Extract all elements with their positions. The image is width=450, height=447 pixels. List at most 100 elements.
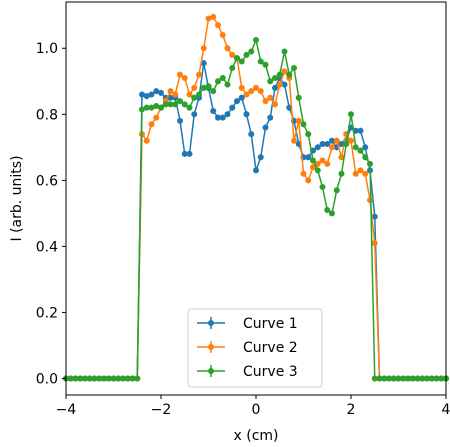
data-point bbox=[105, 375, 112, 382]
data-point bbox=[143, 104, 150, 111]
data-point bbox=[238, 58, 245, 65]
y-axis-label: I (arb. units) bbox=[9, 155, 25, 241]
data-point bbox=[129, 375, 136, 382]
legend: Curve 1 Curve 2 Curve 3 bbox=[187, 308, 323, 388]
data-point bbox=[395, 375, 402, 382]
data-point bbox=[210, 107, 217, 114]
data-point bbox=[253, 36, 259, 43]
data-point bbox=[72, 375, 79, 382]
data-point bbox=[238, 94, 245, 101]
data-point bbox=[329, 137, 335, 144]
data-point bbox=[215, 78, 221, 85]
data-point bbox=[234, 98, 240, 105]
data-point bbox=[295, 117, 302, 124]
data-point bbox=[324, 160, 331, 167]
data-point bbox=[257, 58, 264, 65]
data-point bbox=[177, 98, 183, 105]
y-tick-label: 1.0 bbox=[36, 41, 58, 57]
data-point bbox=[438, 375, 445, 382]
data-point bbox=[333, 187, 340, 194]
x-tick-label: −2 bbox=[151, 402, 172, 418]
data-point bbox=[400, 375, 407, 382]
data-point bbox=[414, 375, 421, 382]
legend-marker bbox=[208, 344, 214, 350]
data-point bbox=[172, 91, 179, 98]
data-point bbox=[91, 375, 98, 382]
data-point bbox=[143, 137, 150, 144]
data-point bbox=[243, 111, 250, 118]
data-point bbox=[276, 71, 283, 78]
data-point bbox=[357, 127, 364, 134]
legend-box bbox=[187, 308, 323, 388]
data-point bbox=[101, 375, 107, 382]
data-point bbox=[291, 65, 297, 72]
data-point bbox=[248, 88, 255, 95]
data-point bbox=[148, 104, 155, 111]
data-point bbox=[362, 154, 369, 161]
legend-label: Curve 3 bbox=[243, 364, 298, 380]
data-point bbox=[158, 104, 164, 111]
data-point bbox=[115, 375, 122, 382]
data-point bbox=[371, 375, 378, 382]
data-point bbox=[177, 117, 183, 124]
data-point bbox=[272, 84, 278, 91]
data-point bbox=[219, 32, 226, 39]
data-point bbox=[329, 144, 335, 151]
data-point bbox=[196, 71, 202, 78]
data-point bbox=[224, 81, 231, 88]
data-point bbox=[319, 141, 326, 148]
data-point bbox=[96, 375, 103, 382]
legend-marker bbox=[208, 320, 214, 326]
data-point bbox=[314, 167, 321, 174]
data-point bbox=[253, 84, 259, 91]
data-point bbox=[162, 101, 169, 108]
data-point bbox=[329, 210, 335, 217]
data-point bbox=[338, 141, 345, 148]
data-point bbox=[238, 84, 245, 91]
data-point bbox=[148, 91, 155, 98]
data-point bbox=[167, 94, 174, 101]
y-tick-label: 0.6 bbox=[36, 173, 58, 189]
data-point bbox=[181, 150, 188, 157]
data-point bbox=[262, 61, 269, 68]
data-point bbox=[229, 104, 236, 111]
data-point bbox=[324, 141, 331, 148]
data-point bbox=[224, 45, 231, 52]
data-point bbox=[291, 137, 297, 144]
data-point bbox=[367, 160, 373, 167]
data-point bbox=[348, 137, 354, 144]
data-point bbox=[224, 111, 231, 118]
data-point bbox=[362, 170, 369, 177]
data-point bbox=[376, 375, 383, 382]
data-point bbox=[333, 137, 340, 144]
data-point bbox=[82, 375, 88, 382]
x-tick-label: 2 bbox=[347, 402, 356, 418]
data-point bbox=[262, 124, 269, 131]
data-point bbox=[124, 375, 131, 382]
data-point bbox=[153, 103, 160, 110]
x-tick-label: 0 bbox=[252, 402, 261, 418]
y-tick-label: 0.4 bbox=[36, 239, 58, 255]
data-point bbox=[371, 240, 378, 247]
data-point bbox=[234, 55, 240, 62]
data-point bbox=[167, 88, 174, 95]
data-point bbox=[281, 48, 288, 55]
data-point bbox=[262, 98, 269, 105]
data-point bbox=[77, 375, 84, 382]
legend-marker bbox=[208, 368, 214, 374]
data-point bbox=[219, 74, 226, 81]
data-point bbox=[167, 101, 174, 108]
data-point bbox=[186, 91, 193, 98]
data-point bbox=[314, 144, 321, 151]
x-tick-label: 4 bbox=[442, 402, 450, 418]
data-point bbox=[139, 106, 145, 113]
data-point bbox=[210, 88, 217, 95]
data-point bbox=[158, 89, 164, 96]
data-point bbox=[248, 131, 255, 138]
data-point bbox=[148, 121, 155, 128]
data-point bbox=[181, 101, 188, 108]
ticks-layer: −4 −2 0 2 4 0.0 0.2 0.4 0.6 0.8 1.0 bbox=[36, 41, 450, 418]
data-point bbox=[338, 170, 345, 177]
data-point bbox=[409, 375, 416, 382]
